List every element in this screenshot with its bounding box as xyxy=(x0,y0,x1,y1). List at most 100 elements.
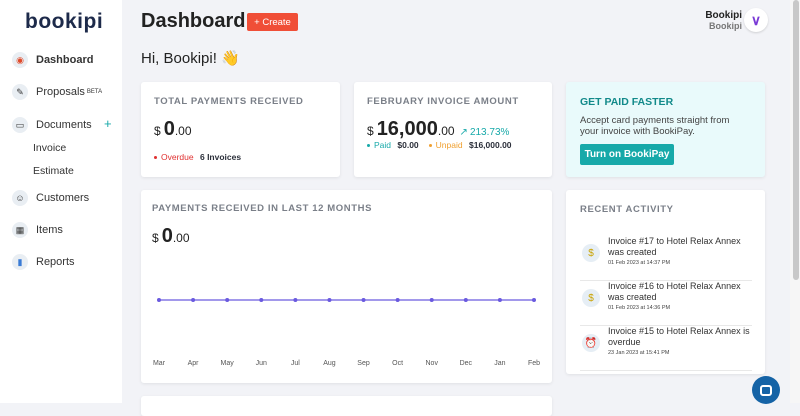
overdue-value: 6 Invoices xyxy=(199,152,242,162)
sidebar-item-reports[interactable]: ▮ Reports xyxy=(12,254,75,270)
promo-title: GET PAID FASTER xyxy=(580,96,674,108)
sidebar-item-documents[interactable]: ▭ Documents xyxy=(12,117,92,133)
label: Customers xyxy=(36,192,90,204)
invoice-icon: $ xyxy=(582,289,600,307)
data-point[interactable] xyxy=(327,298,332,302)
data-point[interactable] xyxy=(532,298,536,302)
x-tick-label: Feb xyxy=(527,360,541,367)
activity-text: Invoice #17 to Hotel Relax Annex was cre… xyxy=(608,236,741,257)
sidebar-item-dashboard[interactable]: ◉ Dashboard xyxy=(12,52,93,68)
label: Proposals xyxy=(36,86,85,98)
next-card xyxy=(141,396,552,416)
sidebar-item-estimate[interactable]: Estimate xyxy=(33,165,74,177)
chat-icon xyxy=(760,384,772,396)
customer-icon: ☺ xyxy=(12,190,28,206)
amount-whole: 16,000 xyxy=(376,118,438,140)
amount-decimal: .00 xyxy=(174,124,192,138)
x-tick-label: Oct xyxy=(392,360,404,367)
amount-whole: 0 xyxy=(161,225,173,247)
turn-on-bookipay-button[interactable]: Turn on BookiPay xyxy=(580,144,674,165)
main: Dashboard + Create Hi, Bookipi! 👋 Bookip… xyxy=(122,0,790,416)
sidebar-item-invoice[interactable]: Invoice xyxy=(33,142,67,154)
greeting: Hi, Bookipi! 👋 xyxy=(141,50,240,67)
data-point[interactable] xyxy=(191,298,196,302)
paid-dot xyxy=(367,144,370,148)
get-paid-faster-card: GET PAID FASTER Accept card payments str… xyxy=(566,82,765,177)
currency: $ xyxy=(154,124,161,138)
unpaid-dot xyxy=(428,144,432,148)
recent-activity-card: RECENT ACTIVITY $ Invoice #17 to Hotel Re… xyxy=(566,190,765,374)
card-title: FEBRUARY INVOICE AMOUNT xyxy=(367,96,519,107)
change-percent: 213.73% xyxy=(469,127,510,138)
trend-up-icon: ↗ xyxy=(459,127,468,138)
proposal-icon: ✎ xyxy=(12,84,28,100)
data-point[interactable] xyxy=(429,298,434,302)
create-button[interactable]: + Create xyxy=(247,13,298,31)
activity-text: Invoice #15 to Hotel Relax Annex is over… xyxy=(608,326,750,347)
user-name: Bookipi xyxy=(705,10,742,21)
reports-icon: ▮ xyxy=(12,254,28,270)
card-title: TOTAL PAYMENTS RECEIVED xyxy=(154,96,304,107)
card-title: RECENT ACTIVITY xyxy=(580,204,674,215)
total-amount: $0.00 xyxy=(154,118,192,141)
x-tick-label: Jan xyxy=(494,360,506,367)
invoice-icon: $ xyxy=(582,244,600,262)
overdue-row[interactable]: Overdue 6 Invoices xyxy=(154,152,241,162)
x-tick-label: Apr xyxy=(187,360,199,367)
card-title: PAYMENTS RECEIVED IN LAST 12 MONTHS xyxy=(152,203,373,214)
data-point[interactable] xyxy=(463,298,468,302)
user-menu[interactable]: Bookipi Bookipi xyxy=(705,10,742,31)
overdue-dot xyxy=(154,156,157,160)
amount-whole: 0 xyxy=(163,118,175,140)
dashboard-icon: ◉ xyxy=(12,52,28,68)
x-tick-label: Sep xyxy=(357,360,370,367)
add-document-button[interactable]: + xyxy=(104,116,112,131)
activity-item[interactable]: $ Invoice #16 to Hotel Relax Annex was cr… xyxy=(580,281,752,326)
label: Items xyxy=(36,224,63,236)
label: Documents xyxy=(36,119,92,131)
promo-text: Accept card payments straight from your … xyxy=(580,115,730,137)
amount-decimal: .00 xyxy=(172,231,190,245)
x-tick-label: Nov xyxy=(425,360,438,367)
scrollbar-thumb[interactable] xyxy=(793,0,799,280)
x-tick-label: Dec xyxy=(459,360,473,367)
activity-item[interactable]: ⏰ Invoice #15 to Hotel Relax Annex is ove… xyxy=(580,326,752,371)
documents-icon: ▭ xyxy=(12,117,28,133)
sidebar-item-proposals[interactable]: ✎ Proposals BETA xyxy=(12,84,102,100)
paid-unpaid-row: Paid $0.00 Unpaid $16,000.00 xyxy=(367,140,512,150)
avatar[interactable]: ∨ xyxy=(744,8,768,32)
currency: $ xyxy=(152,231,159,245)
activity-time: 01 Feb 2023 at 14:37 PM xyxy=(608,260,671,266)
data-point[interactable] xyxy=(395,298,400,302)
x-tick-label: Mar xyxy=(152,360,166,367)
data-point[interactable] xyxy=(225,298,230,302)
sidebar-item-items[interactable]: ▦ Items xyxy=(12,222,63,238)
alarm-clock-icon: ⏰ xyxy=(582,334,600,352)
chart-total: $0.00 xyxy=(152,225,190,248)
sidebar: bookipi ◉ Dashboard ✎ Proposals BETA ▭ Docum… xyxy=(0,0,122,403)
data-point[interactable] xyxy=(361,298,366,302)
overdue-label: Overdue xyxy=(161,152,194,162)
x-tick-label: Aug xyxy=(323,360,336,367)
data-point[interactable] xyxy=(259,298,264,302)
feb-amount: $16,000.00 ↗ 213.73% xyxy=(367,118,509,141)
page-title: Dashboard xyxy=(141,10,246,32)
company-name: Bookipi xyxy=(709,21,742,31)
data-point[interactable] xyxy=(157,298,161,302)
items-icon: ▦ xyxy=(12,222,28,238)
beta-badge: BETA xyxy=(86,89,103,95)
x-tick-label: Jul xyxy=(290,360,300,367)
x-tick-label: Jun xyxy=(255,360,267,367)
unpaid-value: $16,000.00 xyxy=(468,140,512,150)
total-payments-card: TOTAL PAYMENTS RECEIVED $0.00 Overdue 6 … xyxy=(141,82,340,177)
line-chart xyxy=(157,298,536,302)
currency: $ xyxy=(367,124,374,138)
chat-button[interactable] xyxy=(752,376,780,404)
sidebar-item-customers[interactable]: ☺ Customers xyxy=(12,190,89,206)
scrollbar[interactable] xyxy=(790,0,800,403)
activity-item[interactable]: $ Invoice #17 to Hotel Relax Annex was cr… xyxy=(580,236,752,281)
data-point[interactable] xyxy=(497,298,502,302)
data-point[interactable] xyxy=(293,298,298,302)
bookipi-logo[interactable]: bookipi xyxy=(25,10,104,33)
label: Reports xyxy=(36,256,75,268)
